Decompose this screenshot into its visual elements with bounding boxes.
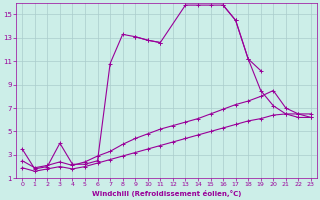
X-axis label: Windchill (Refroidissement éolien,°C): Windchill (Refroidissement éolien,°C)	[92, 190, 241, 197]
